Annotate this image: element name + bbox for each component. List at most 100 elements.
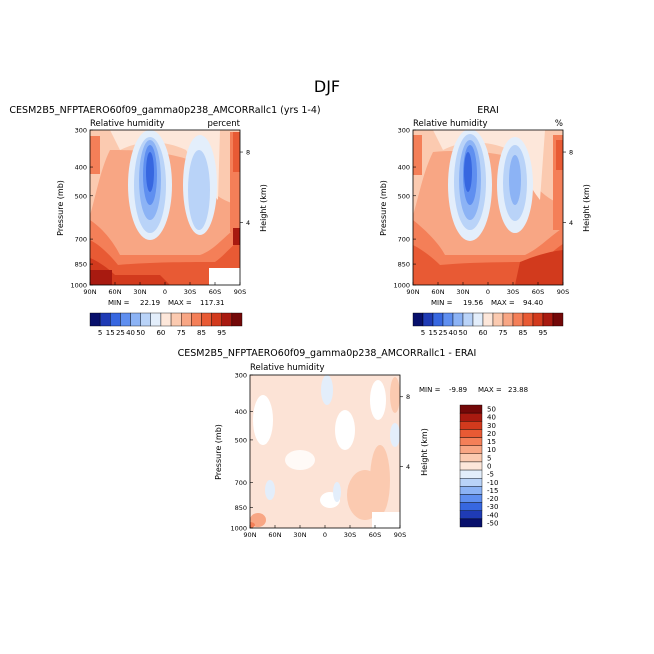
panel-model-ytick-label: 300 [75,127,87,135]
colorbar-absolute-left: 5 15 25 40 50 60 75 85 95 [89,312,243,337]
colorbar-absolute-swatch [412,312,424,327]
panel-diff-xtick-label: 60S [369,531,381,539]
panel-model-ytick-label: 700 [75,236,87,244]
colorbar-absolute-label: 40 [449,329,458,337]
colorbar-absolute-swatch [482,312,494,327]
colorbar-absolute-label: 50 [459,329,468,337]
colorbar-absolute-swatch [191,312,202,327]
colorbar-difference-label: -15 [487,487,498,495]
panel-model: CESM2B5_NFPTAERO60f09_gamma0p238_AMCORRa… [9,105,320,307]
panel-obs-min-label: MIN = [431,299,453,307]
panel-model-xtick-label: 60S [209,288,221,296]
colorbar-absolute-swatch [140,312,152,327]
panel-model-ytick-label: 500 [75,192,87,200]
panel-obs-xtick-label: 0 [486,288,490,296]
panel-diff-ylabel-right: Height (km) [420,428,429,476]
colorbar-difference-label: 50 [487,406,496,414]
colorbar-absolute-swatch [221,312,233,327]
panel-diff-xtick-label: 30S [344,531,356,539]
colorbar-absolute-label: 25 [439,329,448,337]
panel-diff: CESM2B5_NFPTAERO60f09_gamma0p238_AMCORRa… [178,348,528,539]
colorbar-difference-label: 20 [487,430,496,438]
panel-model-xtick-label: 60N [108,288,121,296]
colorbar-absolute-label: 95 [539,329,548,337]
colorbar-absolute-swatch [99,312,111,327]
colorbar-absolute-label: 25 [116,329,125,337]
panel-obs-stats: MIN = 19.56 MAX = 94.40 [431,299,543,307]
panel-model-xtick-label: 30N [133,288,146,296]
panel-obs-title: ERAI [477,105,499,116]
panel-obs-ylabel-right: Height (km) [582,184,591,232]
panel-obs-ylabel: Pressure (mb) [379,180,388,236]
panel-obs-ytick-label: 700 [398,236,410,244]
panel-obs-xtick-label: 30N [456,288,469,296]
panel-obs-ytick-right-label: 8 [569,149,573,157]
panel-diff-ylabel: Pressure (mb) [214,424,223,480]
colorbar-absolute-label: 75 [177,329,186,337]
panel-model-ytick-label: 850 [75,261,87,269]
colorbar-difference-label: -20 [487,495,498,503]
colorbar-difference-swatch [459,412,483,422]
panel-diff-variable: Relative humidity [250,363,325,373]
colorbar-absolute-swatch [160,312,172,327]
panel-model-min-label: MIN = [108,299,130,307]
panel-obs-ytick-label: 1000 [393,282,410,290]
colorbar-absolute-swatch [542,312,554,327]
panel-diff-ytick-label: 300 [235,372,247,380]
colorbar-difference-swatch [459,429,483,438]
colorbar-absolute-swatch [492,312,504,327]
panel-obs-xtick-label: 60N [431,288,444,296]
panel-obs-max-label: MAX = [491,299,515,307]
panel-diff-min-label: MIN = [419,386,441,394]
colorbar-absolute-swatch [452,312,464,327]
colorbar-absolute-label: 5 [421,329,425,337]
panel-model-stats: MIN = 22.19 MAX = 117.31 [108,299,225,307]
panel-obs-xtick-label: 30S [507,288,519,296]
colorbar-difference-label: 30 [487,422,496,430]
colorbar-absolute-swatch [89,312,101,327]
colorbar-difference-swatch [459,494,483,503]
colorbar-difference-label: -10 [487,479,498,487]
colorbar-absolute-swatch [120,312,131,327]
colorbar-difference-swatch [459,478,483,487]
colorbar-difference-label: -50 [487,519,498,527]
colorbar-difference-label: -40 [487,511,498,519]
colorbar-absolute-swatch [150,312,162,327]
panel-obs-variable: Relative humidity [413,119,488,129]
panel-model-ytick-right-label: 8 [246,149,250,157]
panel-obs-ytick-label: 850 [398,261,410,269]
panel-model-xtick-label: 0 [163,288,167,296]
colorbar-absolute-swatch [231,312,243,327]
panel-diff-xtick-label: 90N [243,531,256,539]
panel-obs-xtick-label: 90S [557,288,569,296]
panel-diff-max-value: 23.88 [508,386,528,394]
panel-model-max-value: 117.31 [200,299,225,307]
colorbar-difference-swatch [459,518,483,528]
panel-obs-min-value: 19.56 [463,299,484,307]
colorbar-difference-swatch [459,453,483,463]
figure-title: DJF [314,77,340,96]
colorbar-absolute-swatch [110,312,121,327]
panel-diff-stats: MIN = -9.89 MAX = 23.88 [419,386,528,394]
colorbar-difference-label: -5 [487,471,494,479]
panel-diff-xtick-label: 90S [394,531,406,539]
colorbar-difference-swatch [459,445,483,454]
panel-model-ytick-right-label: 4 [246,219,250,227]
colorbar-absolute-swatch [130,312,141,327]
colorbar-absolute-label: 95 [217,329,226,337]
panel-diff-ytick-label: 700 [235,479,247,487]
panel-model-xtick-label: 30S [184,288,196,296]
panel-diff-field [250,375,400,528]
panel-diff-max-label: MAX = [478,386,502,394]
panel-obs-xtick-label: 60S [532,288,544,296]
panel-obs-ytick-label: 400 [398,164,410,172]
colorbar-absolute-label: 85 [197,329,206,337]
colorbar-absolute-swatch [522,312,534,327]
panel-obs-ytick-right-label: 4 [569,219,573,227]
panel-obs: ERAI Relative humidity % 90N 60N 30N 0 30S 60… [379,105,591,307]
panel-diff-min-value: -9.89 [449,386,467,394]
colorbar-absolute-swatch [170,312,182,327]
colorbar-absolute-label: 40 [126,329,135,337]
